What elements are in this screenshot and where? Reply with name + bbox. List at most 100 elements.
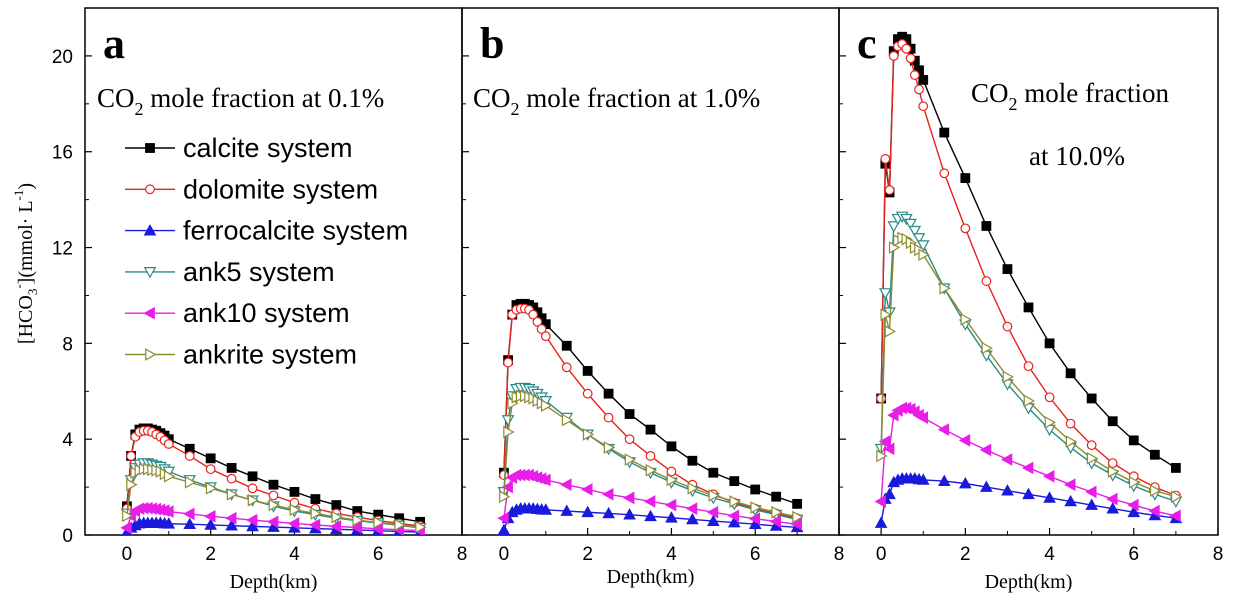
data-point: [503, 357, 513, 368]
data-point: [874, 495, 886, 508]
x-tick-label: 2: [205, 544, 216, 565]
legend-marker: [145, 143, 155, 153]
panel-annotation: CO2 mole fraction at 0.1%: [97, 83, 384, 119]
data-point: [1064, 478, 1076, 492]
y-tick-label: 8: [62, 334, 73, 355]
data-point: [879, 288, 892, 300]
data-point: [226, 473, 237, 484]
x-tick-label: 0: [876, 544, 887, 565]
data-point: [623, 491, 635, 505]
y-tick-label: 16: [52, 143, 73, 164]
data-point: [205, 453, 216, 464]
data-point: [497, 511, 509, 525]
data-point: [878, 435, 891, 448]
data-point: [687, 481, 699, 495]
x-tick-label: 6: [1128, 544, 1139, 565]
data-point: [561, 340, 572, 351]
data-point: [561, 413, 574, 427]
data-point: [603, 388, 614, 399]
data-point: [908, 225, 922, 238]
y-tick-label: 4: [62, 430, 73, 451]
data-point: [1107, 416, 1118, 427]
data-point: [225, 511, 237, 525]
data-point: [883, 487, 896, 500]
data-point: [905, 53, 916, 64]
data-point: [959, 476, 972, 489]
data-point: [602, 487, 614, 501]
data-point: [727, 509, 740, 523]
data-point: [331, 500, 342, 510]
legend-entry: dolomite system: [125, 174, 378, 204]
series-dolomite-system: [876, 39, 1181, 501]
data-point: [727, 516, 741, 528]
x-tick-label: 0: [499, 544, 510, 565]
legend-label: ank5 system: [183, 257, 335, 287]
data-point: [960, 313, 972, 326]
data-point: [184, 475, 197, 489]
data-point: [1022, 487, 1035, 500]
data-point: [750, 484, 761, 495]
data-point: [373, 516, 385, 529]
data-point: [643, 495, 656, 508]
data-point: [1002, 370, 1014, 384]
data-layer: [497, 298, 804, 535]
data-point: [729, 495, 741, 508]
legend-entry: ank5 system: [125, 257, 335, 287]
data-point: [205, 464, 216, 475]
y-tick-label: 20: [52, 47, 73, 68]
x-tick-label: 0: [122, 544, 133, 565]
data-point: [268, 490, 279, 501]
data-point: [126, 451, 136, 461]
series-line: [880, 43, 1177, 497]
data-point: [246, 519, 259, 532]
data-point: [1023, 302, 1034, 313]
data-point: [310, 507, 322, 520]
panel-c: 0 2 4 6 8 Depth(km) c CO2 mole fraction at 10.0%: [838, 7, 1224, 593]
data-point: [602, 506, 615, 519]
data-point: [1086, 393, 1097, 404]
data-point: [1149, 484, 1162, 498]
x-tick-label: 6: [373, 544, 384, 565]
legend-marker: [143, 267, 157, 279]
data-point: [1065, 435, 1078, 448]
data-point: [603, 441, 616, 454]
data-point: [394, 518, 406, 532]
data-point: [204, 518, 217, 530]
data-point: [884, 325, 897, 338]
data-point: [1086, 452, 1099, 465]
data-point: [1044, 338, 1055, 349]
data-point: [540, 399, 553, 412]
data-point: [665, 511, 678, 523]
data-point: [980, 480, 993, 492]
data-point: [1106, 502, 1120, 514]
series-ankrite-system: [499, 389, 804, 524]
data-point: [707, 514, 720, 526]
data-point: [415, 520, 427, 534]
x-tick-label: 4: [666, 544, 677, 565]
data-point: [937, 474, 951, 486]
data-point: [792, 498, 803, 509]
panel-b: 0 2 4 6 8 Depth(km) b CO2 mole fraction at 1.0%: [461, 7, 844, 588]
data-point: [960, 173, 971, 183]
data-point: [247, 483, 258, 494]
x-tick-label: 2: [582, 544, 593, 565]
data-point: [645, 451, 656, 461]
data-point: [706, 505, 719, 519]
data-point: [582, 388, 593, 399]
data-point: [560, 478, 572, 492]
data-point: [901, 43, 912, 54]
data-point: [247, 471, 258, 482]
data-point: [183, 507, 195, 521]
x-tick-label: 2: [960, 544, 971, 565]
data-point: [958, 434, 971, 447]
data-point: [1107, 465, 1120, 478]
data-point: [1002, 264, 1013, 275]
data-point: [666, 441, 677, 452]
series-ank10-system: [874, 401, 1181, 523]
x-tick-label: 8: [1213, 544, 1224, 565]
data-point: [876, 393, 887, 404]
data-point: [266, 515, 279, 529]
series-ferrocalcite-system: [497, 502, 804, 535]
data-point: [771, 491, 782, 502]
